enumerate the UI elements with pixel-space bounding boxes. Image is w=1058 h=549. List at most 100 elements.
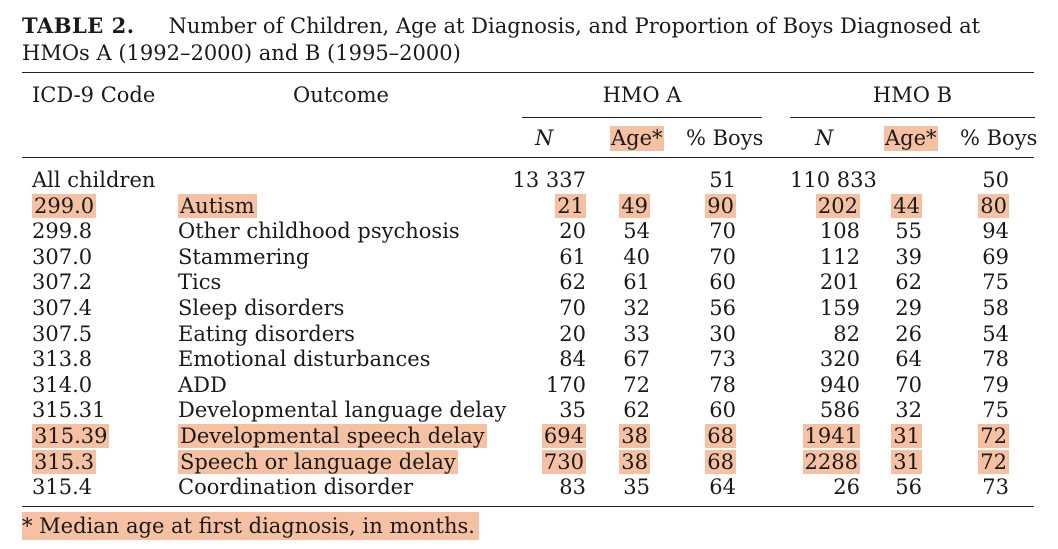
cell-a-age: 35 (614, 475, 650, 500)
table-title: Number of Children, Age at Diagnosis, an… (22, 14, 981, 65)
header-b-age: Age* (884, 126, 938, 151)
cell-b-n: 201 (790, 270, 860, 295)
cell-a-n: 20 (500, 219, 586, 244)
cell-value: 55 (895, 219, 922, 244)
cell-value: 60 (709, 398, 736, 423)
footnote: * Median age at first diagnosis, in mont… (22, 512, 479, 540)
cell-outcome: Developmental speech delay (178, 424, 518, 449)
cell-a-age: 38 (614, 424, 650, 449)
cell-value: 39 (895, 244, 922, 269)
cell-b-boys: 75 (973, 398, 1009, 423)
hmo-a-rule (522, 117, 762, 118)
cell-code: 313.8 (32, 347, 172, 372)
cell-value: 68 (705, 424, 736, 448)
cell-a-age: 62 (614, 398, 650, 423)
cell-value: 61 (623, 270, 650, 295)
cell-value: 35 (559, 398, 586, 423)
cell-value: Tics (178, 270, 222, 295)
cell-value: All children (32, 168, 156, 192)
table-label: TABLE 2. (22, 13, 135, 38)
cell-outcome: ADD (178, 373, 518, 398)
cell-a-n: 70 (500, 296, 586, 321)
cell-value: 730 (541, 449, 586, 474)
table-caption: TABLE 2. Number of Children, Age at Diagn… (22, 12, 1052, 67)
cell-value: 70 (559, 296, 586, 320)
cell-value: ADD (178, 372, 227, 397)
cell-a-age: 38 (614, 449, 650, 475)
cell-value: 38 (619, 424, 650, 448)
cell-a-boys: 73 (700, 347, 736, 372)
cell-value: 72 (978, 424, 1009, 448)
cell-value: 202 (815, 193, 860, 218)
cell-value: 31 (891, 424, 922, 448)
cell-a-n: 20 (500, 322, 586, 347)
cell-value: 54 (982, 321, 1009, 346)
header-rule (22, 157, 1034, 158)
cell-a-n: 35 (500, 398, 586, 423)
cell-value: 108 (819, 219, 860, 244)
cell-b-n: 112 (790, 245, 860, 270)
cell-value: 31 (891, 449, 922, 474)
cell-value: 61 (559, 244, 586, 269)
cell-value: 44 (891, 193, 922, 218)
cell-outcome: Autism (178, 193, 518, 219)
cell-value: 78 (709, 372, 736, 397)
cell-value: 112 (819, 244, 860, 269)
cell-value: 13 337 (512, 168, 586, 192)
cell-value: 94 (982, 219, 1009, 244)
cell-value: 40 (623, 244, 650, 269)
cell-a-n: 84 (500, 347, 586, 372)
cell-value: 315.31 (32, 398, 106, 423)
cell-b-boys: 79 (973, 373, 1009, 398)
cell-b-boys: 72 (973, 449, 1009, 475)
cell-a-boys: 70 (700, 245, 736, 270)
cell-value: 26 (895, 321, 922, 346)
cell-b-boys: 75 (973, 270, 1009, 295)
cell-value: 307.0 (32, 244, 93, 269)
cell-outcome: Speech or language delay (178, 449, 518, 475)
cell-value: 1941 (802, 424, 860, 448)
cell-b-age: 44 (886, 193, 922, 219)
cell-value: 32 (623, 296, 650, 320)
header-a-age: Age* (610, 126, 664, 151)
cell-code: 307.2 (32, 270, 172, 295)
cell-value: 68 (705, 449, 736, 474)
cell-value: 49 (619, 193, 650, 218)
cell-outcome: Sleep disorders (178, 296, 518, 321)
cell-a-boys: 68 (700, 424, 736, 449)
cell-a-n: 170 (500, 373, 586, 398)
cell-value: 56 (895, 475, 922, 500)
cell-value: 38 (619, 449, 650, 474)
header-outcome: Outcome (293, 83, 389, 107)
cell-value: Emotional disturbances (178, 347, 431, 372)
cell-code: 307.0 (32, 245, 172, 270)
cell-outcome: Developmental language delay (178, 398, 518, 423)
cell-b-age: 56 (886, 475, 922, 500)
cell-a-age: 54 (614, 219, 650, 244)
cell-b-age: 32 (886, 398, 922, 423)
cell-b-n: 1941 (790, 424, 860, 449)
header-b-n: N (815, 126, 834, 150)
cell-a-boys: 78 (700, 373, 736, 398)
cell-value: 56 (709, 296, 736, 320)
top-rule (22, 72, 1034, 73)
cell-code: 315.3 (32, 449, 172, 475)
cell-b-n: 320 (790, 347, 860, 372)
cell-outcome: Other childhood psychosis (178, 219, 518, 244)
cell-value: 159 (819, 296, 860, 320)
cell-a-n: 21 (500, 193, 586, 219)
cell-code: 299.0 (32, 193, 172, 219)
cell-value: 69 (982, 244, 1009, 269)
header-hmo-b: HMO B (872, 83, 953, 107)
cell-outcome: Tics (178, 270, 518, 295)
cell-value: 50 (982, 168, 1009, 192)
cell-value: 90 (705, 193, 736, 218)
cell-a-boys: 60 (700, 398, 736, 423)
cell-b-age: 55 (886, 219, 922, 244)
cell-b-n: 110 833 (790, 168, 877, 193)
cell-outcome: Emotional disturbances (178, 347, 518, 372)
cell-value: 60 (709, 270, 736, 295)
header-code: ICD-9 Code (32, 83, 156, 107)
cell-b-boys: 73 (973, 475, 1009, 500)
cell-value: 21 (555, 193, 586, 218)
